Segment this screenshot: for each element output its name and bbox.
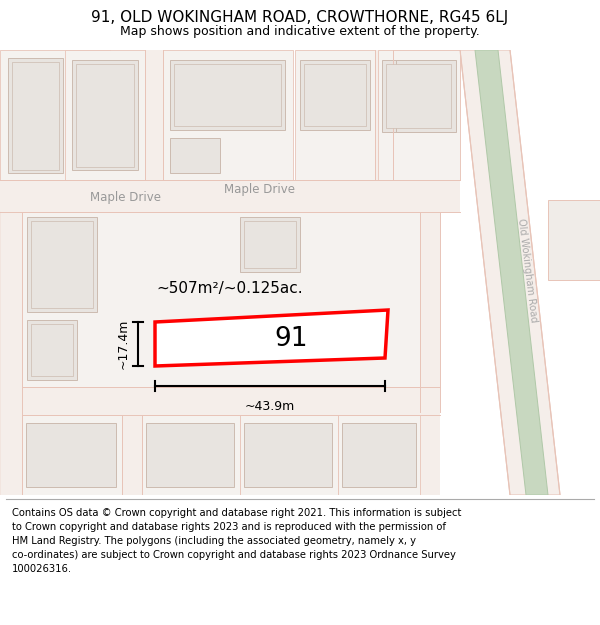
Bar xyxy=(548,200,600,280)
Bar xyxy=(72,60,138,170)
Bar xyxy=(396,60,456,132)
Bar xyxy=(65,50,145,180)
Bar xyxy=(22,212,420,387)
Bar xyxy=(244,221,296,268)
Text: Old Wokingham Road: Old Wokingham Road xyxy=(515,217,538,322)
Text: Map shows position and indicative extent of the property.: Map shows position and indicative extent… xyxy=(120,24,480,38)
Bar xyxy=(244,423,332,487)
Bar xyxy=(31,221,93,308)
Bar xyxy=(304,64,366,126)
Bar xyxy=(22,415,122,495)
Text: ~43.9m: ~43.9m xyxy=(245,400,295,413)
Bar xyxy=(300,60,370,130)
Bar xyxy=(8,58,63,173)
Text: Maple Drive: Maple Drive xyxy=(90,191,161,204)
Bar xyxy=(240,217,300,272)
Bar xyxy=(31,324,73,376)
Polygon shape xyxy=(155,310,388,366)
Bar xyxy=(393,50,460,180)
Polygon shape xyxy=(475,50,548,495)
Bar xyxy=(295,50,375,180)
Bar xyxy=(174,64,281,126)
Bar xyxy=(0,212,22,495)
Text: ~507m²/~0.125ac.: ~507m²/~0.125ac. xyxy=(157,281,304,296)
Bar xyxy=(240,415,338,495)
Bar xyxy=(12,62,59,170)
Bar xyxy=(142,415,240,495)
Text: 91: 91 xyxy=(274,326,308,352)
Bar xyxy=(378,50,460,180)
Bar xyxy=(170,138,220,173)
Bar xyxy=(375,50,393,180)
Bar xyxy=(338,415,420,495)
Polygon shape xyxy=(460,50,560,495)
Bar xyxy=(76,64,134,167)
Text: 91, OLD WOKINGHAM ROAD, CROWTHORNE, RG45 6LJ: 91, OLD WOKINGHAM ROAD, CROWTHORNE, RG45… xyxy=(91,10,509,25)
Bar xyxy=(0,50,110,180)
Bar xyxy=(382,60,455,132)
Text: Maple Drive: Maple Drive xyxy=(224,184,296,196)
Bar xyxy=(163,50,293,180)
Text: ~17.4m: ~17.4m xyxy=(117,319,130,369)
Bar xyxy=(27,320,77,380)
Bar xyxy=(420,212,440,412)
Bar xyxy=(0,180,460,212)
Bar xyxy=(146,423,234,487)
Bar xyxy=(170,60,285,130)
Bar xyxy=(26,423,116,487)
Bar xyxy=(420,415,440,495)
Bar xyxy=(386,64,451,128)
Bar xyxy=(342,423,416,487)
Bar xyxy=(22,387,440,415)
Bar xyxy=(145,50,163,180)
Bar xyxy=(27,217,97,312)
Bar xyxy=(122,415,142,495)
Text: Contains OS data © Crown copyright and database right 2021. This information is : Contains OS data © Crown copyright and d… xyxy=(12,508,461,574)
